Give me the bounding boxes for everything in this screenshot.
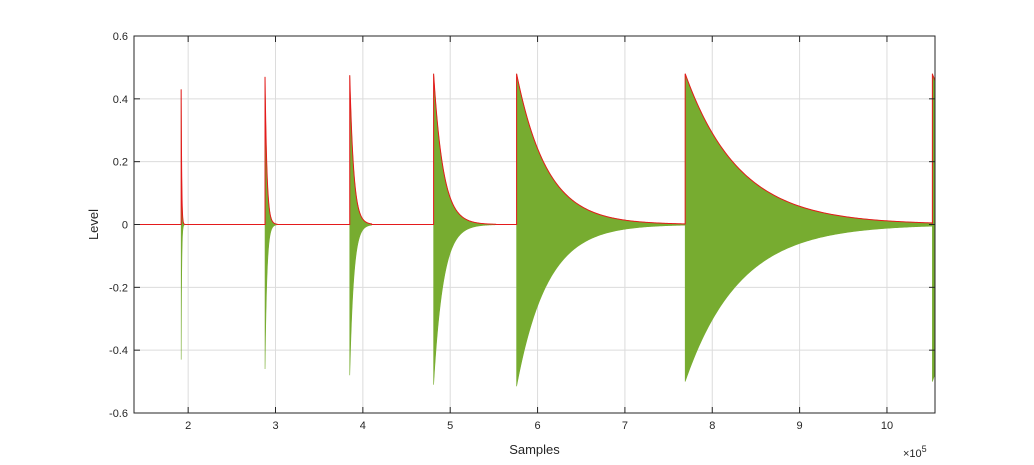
y-axis-label: Level: [86, 209, 101, 240]
x-axis-exponent-power: 5: [922, 444, 927, 454]
y-tick-label: -0.2: [109, 282, 128, 294]
signal-burst: [433, 73, 496, 385]
y-tick-label: 0.2: [113, 157, 128, 169]
signal-burst: [349, 75, 372, 376]
y-tick-label: 0.4: [113, 94, 128, 106]
x-tick-label: 6: [534, 420, 540, 432]
x-tick-label: 5: [447, 420, 453, 432]
x-tick-label: 4: [360, 420, 366, 432]
x-axis-label: Samples: [509, 442, 560, 457]
x-tick-label: 3: [272, 420, 278, 432]
x-tick-label: 7: [622, 420, 628, 432]
x-tick-label: 2: [185, 420, 191, 432]
signal-burst: [684, 73, 933, 382]
axis-ticks: 2 3 4 5 6 7 8 9 10 -0.6 -0.4 -0.2 0 0.2 0.4 0.6: [109, 31, 935, 432]
x-tick-label: 9: [797, 420, 803, 432]
x-axis-exponent: ×105: [903, 444, 927, 460]
signal-series: [180, 73, 936, 387]
envelope-line: [134, 73, 936, 225]
x-axis-exponent-base: ×10: [903, 448, 922, 460]
x-tick-label: 8: [709, 420, 715, 432]
envelope-series: [134, 73, 936, 225]
y-tick-label: 0: [122, 220, 128, 232]
x-tick-label: 10: [881, 420, 893, 432]
y-tick-label: -0.6: [109, 408, 128, 420]
signal-burst: [516, 73, 686, 387]
y-tick-label: 0.6: [113, 31, 128, 43]
y-tick-label: -0.4: [109, 345, 128, 357]
